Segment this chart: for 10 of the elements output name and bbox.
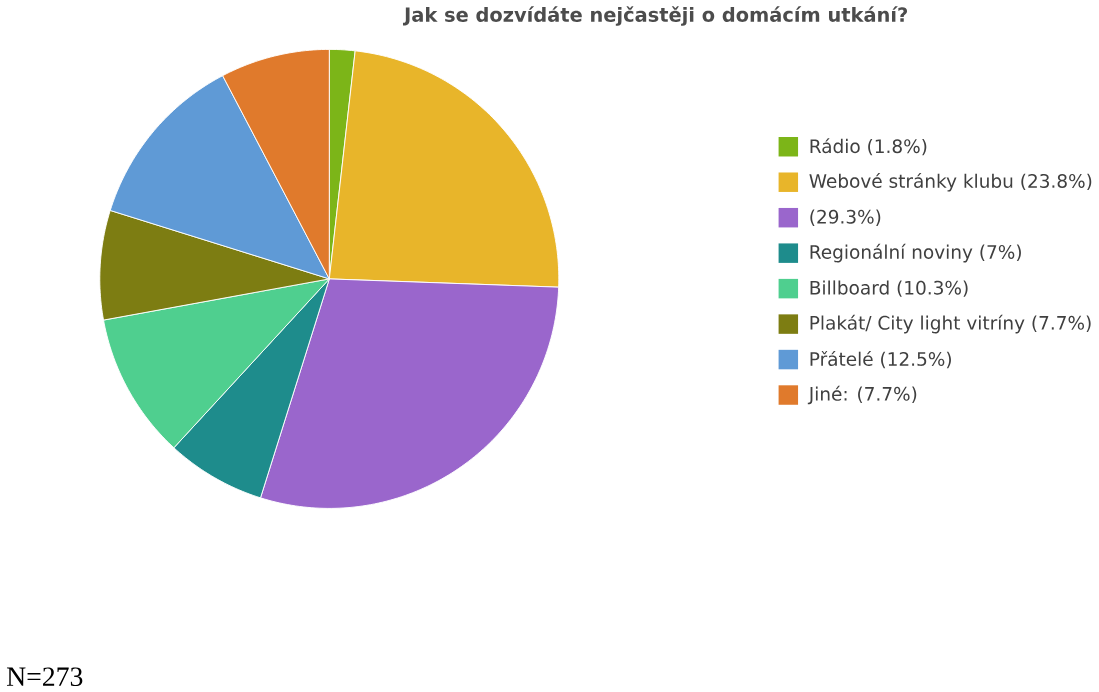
legend-label: Billboard (10.3%) bbox=[810, 280, 968, 297]
chart-title: Jak se dozvídáte nejčastěji o domácím utkání? bbox=[402, 6, 908, 26]
legend-label: Regionální noviny (7%) bbox=[810, 243, 1021, 263]
legend-label: Rádio (1.8%) bbox=[810, 138, 927, 156]
legend-label: (29.3%) bbox=[810, 209, 881, 226]
legend-label: Přátelé (12.5%) bbox=[810, 350, 951, 369]
legend-label: Plakát/ City light vitríny (7.7%) bbox=[810, 314, 1091, 334]
legend-label: Jiné: (7.7%) bbox=[807, 385, 917, 405]
text: N=273 bbox=[6, 667, 83, 686]
legend-label: Webové stránky klubu (23.8%) bbox=[809, 172, 1092, 192]
